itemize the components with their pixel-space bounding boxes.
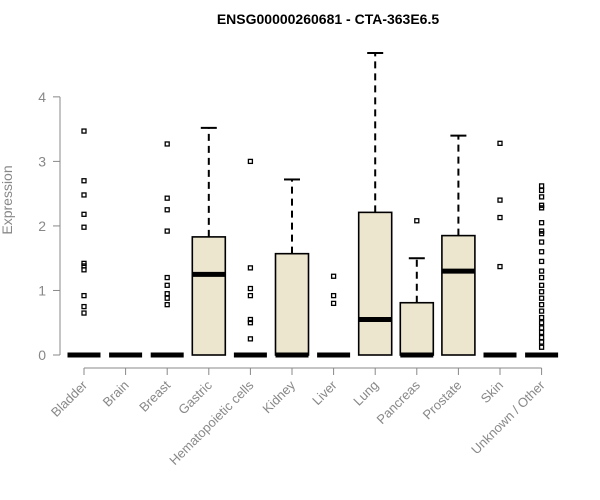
outlier-point: [538, 239, 545, 245]
outlier-point: [538, 220, 545, 226]
outlier-point: [538, 258, 545, 265]
box-group: [441, 134, 476, 356]
outlier-point: [538, 183, 545, 189]
outlier-point: [164, 195, 170, 201]
outlier-point: [497, 214, 503, 221]
x-tick-label: Prostate: [420, 378, 465, 423]
outlier-point: [81, 178, 87, 184]
box-group: [317, 273, 351, 358]
outlier-point: [538, 302, 545, 308]
outlier-point: [497, 140, 503, 146]
box-group: [483, 140, 517, 358]
outlier-point: [497, 263, 503, 270]
x-tick-label: Lung: [350, 378, 381, 409]
x-tick-label: Liver: [309, 377, 340, 408]
outlier-point: [497, 197, 503, 203]
box-group: [399, 218, 435, 358]
outlier-point: [538, 249, 545, 255]
outlier-point: [538, 334, 545, 341]
outlier-point: [247, 336, 254, 342]
outlier-point: [538, 289, 545, 295]
outlier-point: [538, 308, 545, 314]
outlier-point: [538, 282, 545, 288]
y-tick-label: 4: [38, 89, 46, 105]
box-group: [150, 141, 184, 358]
outlier-point: [247, 265, 254, 271]
y-axis-label: Expression: [0, 165, 15, 234]
outlier-point: [247, 158, 254, 165]
outlier-point: [81, 303, 87, 310]
box-group: [67, 128, 101, 358]
outlier-point: [538, 329, 545, 336]
plot-area: [67, 51, 559, 358]
box-group: [525, 183, 559, 358]
outlier-point: [538, 228, 545, 234]
outlier-point: [538, 325, 545, 331]
chart-title: ENSG00000260681 - CTA-363E6.5: [217, 11, 440, 27]
outlier-point: [330, 300, 337, 307]
outlier-point: [81, 211, 87, 217]
x-tick-label: Pancreas: [373, 377, 423, 427]
outlier-point: [164, 291, 170, 297]
outlier-point: [538, 268, 545, 274]
outlier-point: [247, 285, 254, 292]
outlier-point: [81, 192, 87, 198]
outlier-point: [81, 128, 87, 134]
outlier-point: [538, 295, 545, 301]
y-axis: 0 1 2 3 4: [38, 89, 61, 363]
outlier-point: [164, 295, 170, 301]
outlier-point: [538, 320, 545, 326]
outlier-point: [81, 224, 87, 230]
outlier-point: [538, 274, 545, 281]
outlier-point: [538, 339, 545, 345]
x-tick-label: Unknown / Other: [468, 377, 548, 457]
outlier-point: [330, 292, 337, 299]
x-tick-label: Kidney: [259, 377, 298, 416]
box-iqr: [191, 236, 227, 356]
y-tick-label: 1: [38, 282, 46, 298]
box-group: [233, 158, 267, 358]
outlier-point: [247, 320, 254, 326]
box-iqr: [441, 234, 476, 356]
outlier-point: [164, 302, 170, 308]
outlier-point: [538, 344, 545, 350]
outlier-point: [81, 310, 87, 316]
box-iqr: [399, 301, 435, 356]
outlier-point: [81, 260, 87, 267]
outlier-point: [164, 207, 170, 213]
x-tick-label: Skin: [478, 378, 506, 406]
outlier-point: [247, 292, 254, 299]
outlier-point: [164, 282, 170, 288]
box-group: [357, 51, 393, 356]
outlier-point: [538, 314, 545, 321]
box-group: [191, 126, 227, 356]
y-tick-label: 0: [38, 347, 46, 363]
outlier-point: [538, 194, 545, 200]
outlier-point: [164, 228, 170, 234]
x-tick-label: Bladder: [48, 377, 91, 420]
x-tick-label: Breast: [136, 377, 173, 414]
box-iqr: [274, 252, 310, 356]
x-tick-label: Gastric: [175, 377, 215, 417]
y-tick-label: 3: [38, 153, 46, 169]
outlier-point: [538, 187, 545, 194]
box-group: [274, 178, 310, 358]
outlier-point: [414, 218, 420, 224]
y-tick-label: 2: [38, 218, 46, 234]
outlier-point: [164, 141, 170, 147]
outlier-point: [330, 273, 337, 279]
outlier-point: [538, 202, 545, 208]
box-iqr: [357, 211, 393, 356]
outlier-point: [164, 274, 170, 281]
outlier-point: [81, 292, 87, 299]
outlier-point: [247, 316, 254, 323]
x-tick-label: Brain: [100, 378, 132, 410]
